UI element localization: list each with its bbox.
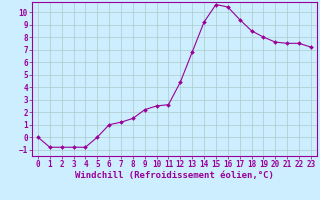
X-axis label: Windchill (Refroidissement éolien,°C): Windchill (Refroidissement éolien,°C) [75,171,274,180]
